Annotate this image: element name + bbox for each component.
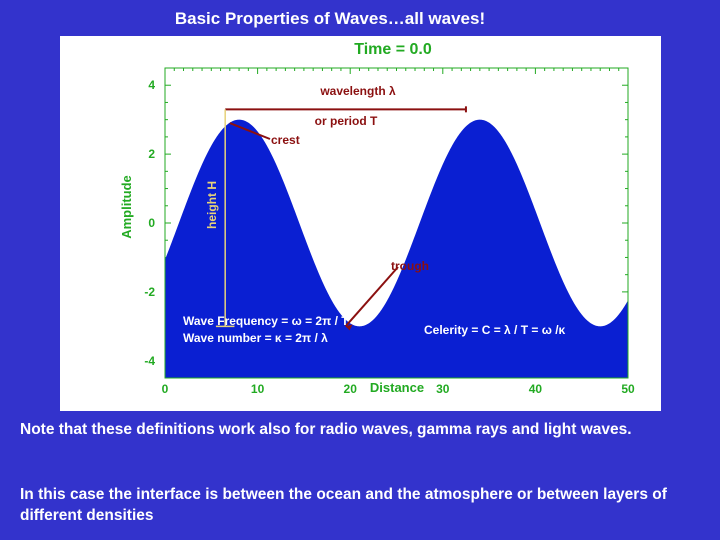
chart-title: Time = 0.0 xyxy=(354,41,432,58)
period-label: or period T xyxy=(315,114,378,128)
x-tick-label: 10 xyxy=(251,382,265,396)
trough-pointer-head xyxy=(345,324,353,331)
y-tick-label: 4 xyxy=(148,78,155,92)
wave-frequency-label: Wave Frequency = ω = 2π / T xyxy=(183,314,349,328)
celerity-label: Celerity = C = λ / T = ω /κ xyxy=(424,323,566,337)
wave-figure: Time = 0.0 0 10 20 30 40 50 4 2 0 -2 -4 Distance … xyxy=(60,36,661,411)
y-axis-label: Amplitude xyxy=(119,175,134,239)
x-tick-label: 40 xyxy=(529,382,543,396)
note-interface: In this case the interface is between th… xyxy=(20,486,667,524)
plot-frame xyxy=(164,67,629,379)
y-tick-label: -4 xyxy=(144,354,155,368)
trough-label: trough xyxy=(391,259,429,273)
wave-chart: Time = 0.0 0 10 20 30 40 50 420-2-4 Distance … xyxy=(119,41,635,396)
crest-label: crest xyxy=(271,133,300,147)
x-tick-label: 0 xyxy=(162,382,169,396)
note-definitions: Note that these definitions work also fo… xyxy=(20,421,632,438)
y-tick-label: -2 xyxy=(144,285,155,299)
y-tick-labels: 4 2 0 -2 -4 xyxy=(144,78,155,368)
x-tick-label: 50 xyxy=(621,382,635,396)
x-tick-labels: 0 10 20 30 40 50 xyxy=(162,382,635,396)
x-tick-label: 30 xyxy=(436,382,450,396)
height-label: height H xyxy=(205,181,219,229)
slide-title: Basic Properties of Waves…all waves! xyxy=(174,9,486,28)
trough-pointer xyxy=(344,266,399,327)
annotation-lines xyxy=(215,106,467,331)
y-tick-label: 0 xyxy=(148,216,155,230)
x-axis-label: Distance xyxy=(370,380,424,395)
x-tick-label: 20 xyxy=(344,382,358,396)
wave-number-label: Wave number = κ = 2π / λ xyxy=(183,331,328,345)
crest-pointer xyxy=(229,122,271,140)
y-tick-label: 2 xyxy=(148,147,155,161)
wavelength-label: wavelength λ xyxy=(319,84,396,98)
wave-area xyxy=(165,119,628,378)
